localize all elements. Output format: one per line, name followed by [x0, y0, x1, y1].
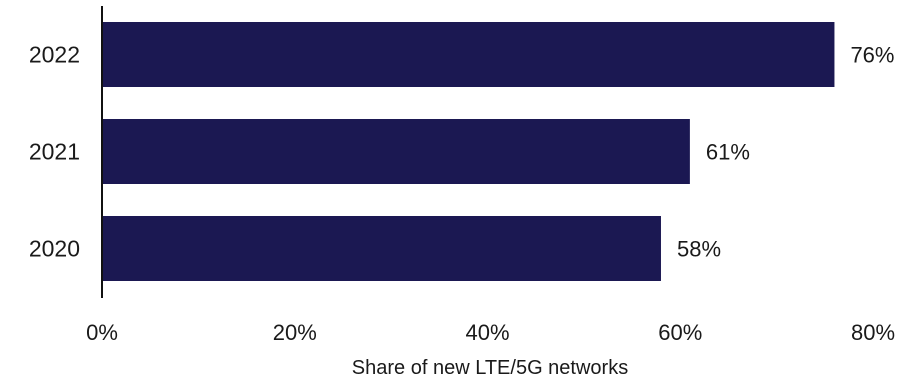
bar-2020	[102, 216, 661, 281]
category-labels: 2022 2021 2020	[29, 42, 80, 262]
x-tick-label: 0%	[86, 320, 118, 345]
x-tick-label: 80%	[851, 320, 895, 345]
x-tick-labels: 0% 20% 40% 60% 80%	[86, 320, 895, 345]
bar-2021	[102, 119, 690, 184]
x-tick-label: 20%	[273, 320, 317, 345]
x-tick-label: 60%	[658, 320, 702, 345]
value-label-2020: 58%	[677, 237, 721, 262]
value-label-2022: 76%	[850, 43, 894, 68]
bar-2022	[102, 22, 835, 87]
value-label-2021: 61%	[706, 140, 750, 165]
x-axis-title: Share of new LTE/5G networks	[352, 357, 628, 379]
value-labels: 76% 61% 58%	[677, 43, 895, 262]
x-tick-label: 40%	[465, 320, 509, 345]
category-label-2021: 2021	[29, 139, 80, 165]
bars-group	[102, 22, 835, 281]
category-label-2020: 2020	[29, 236, 80, 262]
category-label-2022: 2022	[29, 42, 80, 68]
